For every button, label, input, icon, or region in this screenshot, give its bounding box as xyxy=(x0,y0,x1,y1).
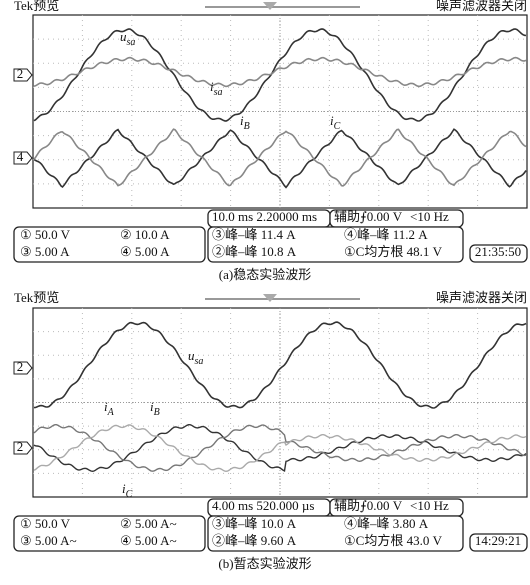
channel-marker-label: 2 xyxy=(17,66,24,81)
measurement: ③峰–峰 10.0 A xyxy=(212,516,297,531)
trace-label-sub: B xyxy=(244,121,250,132)
clock: 21:35:50 xyxy=(475,244,521,259)
caption: (b)暂态实验波形 xyxy=(218,556,311,571)
header-left: Tek预览 xyxy=(14,290,59,305)
channel-marker-label: 4 xyxy=(17,149,24,164)
trace-label-sub: sa xyxy=(195,356,204,367)
timebase: 10.0 ms 2.20000 ms xyxy=(212,209,317,224)
channel-marker-label: 2 xyxy=(17,359,24,374)
trace-label-sub: C xyxy=(334,121,341,132)
clock: 14:29:21 xyxy=(475,533,521,548)
channel-scale: ① 50.0 V xyxy=(20,227,71,242)
figure: Tek预览噪声滤波器关闭24usaisaiBiC10.0 ms 2.20000 … xyxy=(0,0,530,580)
measurement: ①C均方根 43.0 V xyxy=(344,533,443,548)
channel-scale: ① 50.0 V xyxy=(20,516,71,531)
header-right: 噪声滤波器关闭 xyxy=(436,290,527,305)
trace-label-sub: A xyxy=(107,407,115,418)
measurement: ④峰–峰 11.2 A xyxy=(344,227,428,242)
channel-marker-label: 2 xyxy=(17,439,24,454)
measurement: ①C均方根 48.1 V xyxy=(344,244,443,259)
measurement: ②峰–峰 10.8 A xyxy=(212,244,297,259)
measurement: ③峰–峰 11.4 A xyxy=(212,227,296,242)
channel-scale: ④ 5.00 A xyxy=(120,244,170,259)
header-left: Tek预览 xyxy=(14,0,59,13)
trace-label-sub: sa xyxy=(214,87,223,98)
frequency: <10 Hz xyxy=(410,498,449,513)
measurement: ④峰–峰 3.80 A xyxy=(344,516,429,531)
trigger: 辅助⨍0.00 V xyxy=(334,209,403,224)
trigger: 辅助⨍0.00 V xyxy=(334,498,403,513)
channel-scale: ③ 5.00 A xyxy=(20,244,70,259)
measurement: ②峰–峰 9.60 A xyxy=(212,533,297,548)
trace-label-sub: C xyxy=(126,489,133,500)
trace-label-sub: sa xyxy=(127,37,136,48)
channel-scale: ③ 5.00 A~ xyxy=(20,533,77,548)
frequency: <10 Hz xyxy=(410,209,449,224)
trace-label-sub: B xyxy=(154,407,160,418)
timebase: 4.00 ms 520.000 µs xyxy=(212,498,314,513)
channel-scale: ② 10.0 A xyxy=(120,227,170,242)
channel-scale: ② 5.00 A~ xyxy=(120,516,177,531)
header-right: 噪声滤波器关闭 xyxy=(436,0,527,13)
caption: (a)稳态实验波形 xyxy=(219,267,311,282)
channel-scale: ④ 5.00 A~ xyxy=(120,533,177,548)
